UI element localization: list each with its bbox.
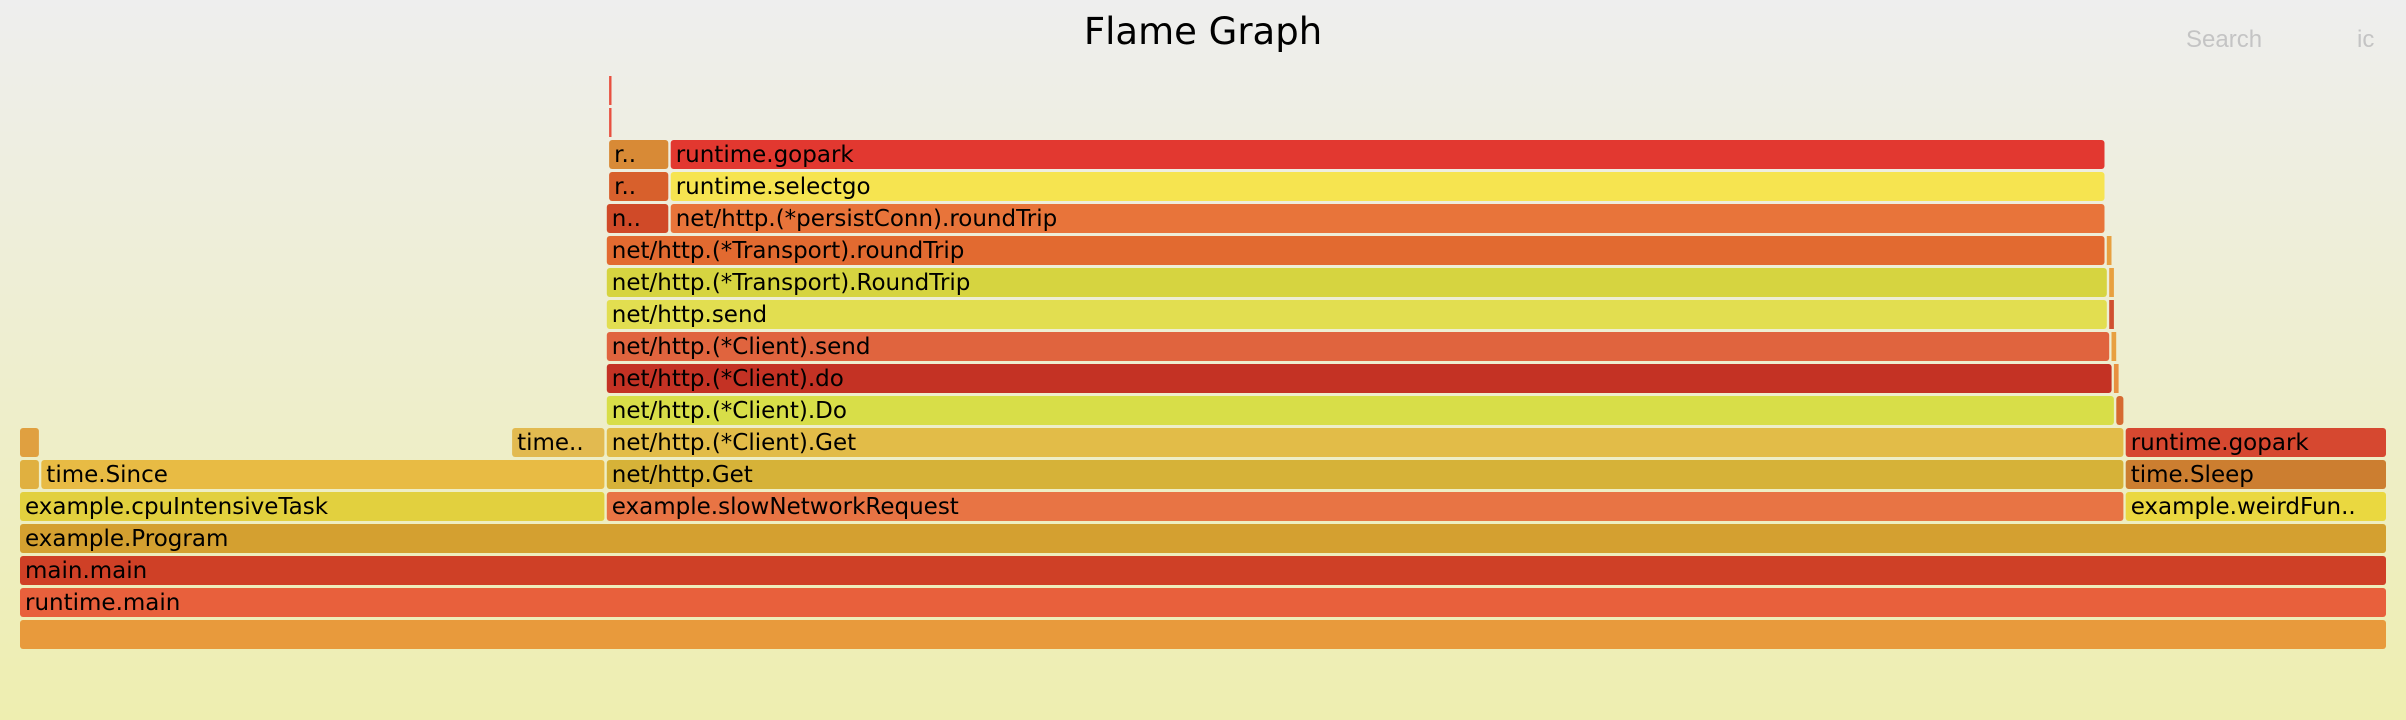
frame-rect[interactable]: [606, 268, 2107, 297]
frame-rect[interactable]: [606, 364, 2112, 393]
frame-rect[interactable]: [670, 140, 2105, 169]
frame-rect[interactable]: [2106, 236, 2112, 265]
frame-rect[interactable]: [20, 460, 39, 489]
search-button[interactable]: Search: [2186, 26, 2263, 53]
frame[interactable]: runtime.gopark: [2125, 428, 2386, 457]
frame-rect[interactable]: [2125, 492, 2386, 521]
frame-rect[interactable]: [606, 460, 2124, 489]
frame[interactable]: net/http.(*Transport).roundTrip: [606, 236, 2105, 265]
ignore-case-toggle[interactable]: ic: [2357, 26, 2375, 53]
frame-rect[interactable]: [606, 492, 2124, 521]
frame[interactable]: [2109, 300, 2114, 329]
frame[interactable]: example.cpuIntensiveTask: [20, 492, 605, 521]
frame[interactable]: net/http.(*Transport).RoundTrip: [606, 268, 2107, 297]
frame[interactable]: [20, 428, 39, 457]
frame[interactable]: [2106, 236, 2112, 265]
frame[interactable]: [609, 108, 612, 137]
frame-rect[interactable]: [2116, 396, 2124, 425]
frame[interactable]: r..: [609, 172, 669, 201]
frame[interactable]: n..: [606, 204, 669, 233]
chart-title: Flame Graph: [1083, 10, 1323, 53]
frame-rect[interactable]: [2109, 268, 2114, 297]
frame[interactable]: runtime.gopark: [670, 140, 2105, 169]
frame[interactable]: net/http.(*Client).Do: [606, 396, 2114, 425]
frame[interactable]: main.main: [20, 556, 2386, 585]
frame[interactable]: [2111, 332, 2117, 361]
frame-rect[interactable]: [606, 396, 2114, 425]
frame-rect[interactable]: [20, 556, 2386, 585]
frame[interactable]: net/http.(*Client).Get: [606, 428, 2124, 457]
frame[interactable]: [609, 76, 612, 105]
frame-rect[interactable]: [606, 428, 2124, 457]
frame-rect[interactable]: [20, 428, 39, 457]
frame-rect[interactable]: [670, 172, 2105, 201]
frame-rect[interactable]: [2113, 364, 2119, 393]
frame[interactable]: runtime.selectgo: [670, 172, 2105, 201]
frame[interactable]: [20, 460, 39, 489]
frame-rect[interactable]: [609, 108, 612, 137]
frame[interactable]: time.Since: [41, 460, 605, 489]
frame-rect[interactable]: [606, 236, 2105, 265]
frame[interactable]: [2109, 268, 2114, 297]
frame[interactable]: [20, 620, 2386, 649]
frame-rect[interactable]: [606, 204, 669, 233]
frame[interactable]: example.slowNetworkRequest: [606, 492, 2124, 521]
frame-rect[interactable]: [20, 492, 605, 521]
frame-rect[interactable]: [609, 76, 612, 105]
frame[interactable]: time.Sleep: [2125, 460, 2386, 489]
frame[interactable]: net/http.send: [606, 300, 2107, 329]
frame-rect[interactable]: [41, 460, 605, 489]
frame-rect[interactable]: [20, 524, 2386, 553]
frame-rect[interactable]: [20, 588, 2386, 617]
frame-rect[interactable]: [609, 172, 669, 201]
frame[interactable]: example.Program: [20, 524, 2386, 553]
frame[interactable]: example.weirdFun..: [2125, 492, 2386, 521]
frame[interactable]: net/http.(*Client).send: [606, 332, 2110, 361]
frame[interactable]: net/http.(*persistConn).roundTrip: [670, 204, 2105, 233]
frame[interactable]: [2116, 396, 2124, 425]
frame[interactable]: net/http.Get: [606, 460, 2124, 489]
frame[interactable]: [2113, 364, 2119, 393]
frame[interactable]: r..: [609, 140, 669, 169]
frame-rect[interactable]: [2125, 428, 2386, 457]
frame-rect[interactable]: [20, 620, 2386, 649]
frame-rect[interactable]: [609, 140, 669, 169]
frame-rect[interactable]: [2109, 300, 2114, 329]
frame-rect[interactable]: [606, 300, 2107, 329]
frame-rect[interactable]: [670, 204, 2105, 233]
frame-rect[interactable]: [2111, 332, 2117, 361]
frame-rect[interactable]: [2125, 460, 2386, 489]
frame-rect[interactable]: [606, 332, 2110, 361]
frame-rect[interactable]: [512, 428, 605, 457]
frame[interactable]: time..: [512, 428, 605, 457]
frame[interactable]: net/http.(*Client).do: [606, 364, 2112, 393]
frame[interactable]: runtime.main: [20, 588, 2386, 617]
